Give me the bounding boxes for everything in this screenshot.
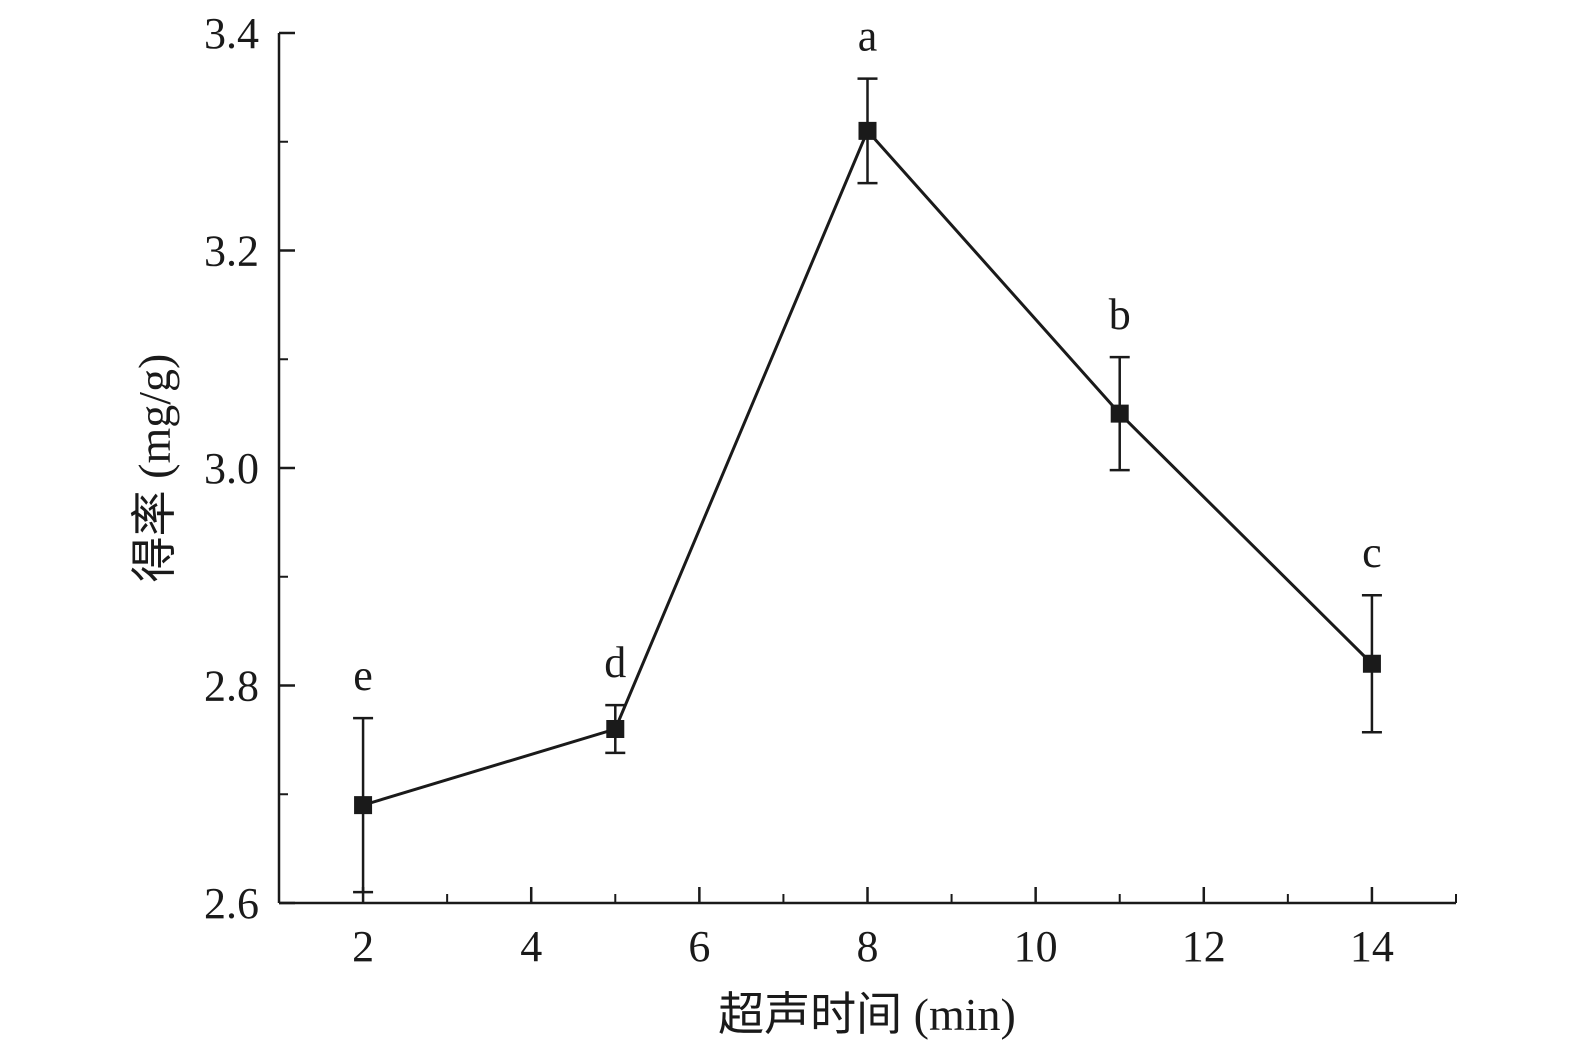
data-point-marker	[1110, 404, 1129, 423]
x-tick-label: 12	[1182, 922, 1226, 971]
x-tick-label: 8	[857, 922, 879, 971]
x-tick-label: 2	[352, 922, 374, 971]
x-tick-label: 4	[520, 922, 542, 971]
y-tick-label: 2.8	[204, 662, 259, 711]
data-point-marker	[858, 121, 877, 140]
significance-label: c	[1362, 528, 1382, 577]
x-tick-label: 10	[1014, 922, 1058, 971]
tick-labels: 2 4 6 8 10 12 14 2.6 2.8 3.0 3.2 3.4	[204, 9, 1394, 971]
y-axis-label: 得率 (mg/g)	[129, 354, 180, 583]
x-axis-label: 超声时间 (min)	[718, 989, 1016, 1040]
series-line	[362, 128, 1373, 807]
data-point-marker	[1362, 654, 1381, 673]
series-polyline	[362, 128, 1373, 807]
y-tick-label: 3.0	[204, 444, 259, 493]
y-tick-label: 2.6	[204, 879, 259, 928]
error-bars	[353, 77, 1382, 894]
y-tick-label: 3.2	[204, 227, 259, 276]
markers	[354, 121, 1381, 815]
x-tick-label: 14	[1350, 922, 1394, 971]
significance-label: e	[353, 651, 373, 700]
significance-label: b	[1109, 290, 1131, 339]
data-point-marker	[354, 796, 373, 815]
significance-label: a	[858, 12, 878, 61]
y-tick-label: 3.4	[204, 9, 259, 58]
major-ticks	[279, 31, 1374, 905]
minor-ticks	[278, 140, 1457, 903]
significance-label: d	[604, 638, 626, 687]
data-point-marker	[606, 720, 625, 738]
x-tick-label: 6	[688, 922, 710, 971]
significance-labels: e d a b c	[353, 12, 1381, 700]
